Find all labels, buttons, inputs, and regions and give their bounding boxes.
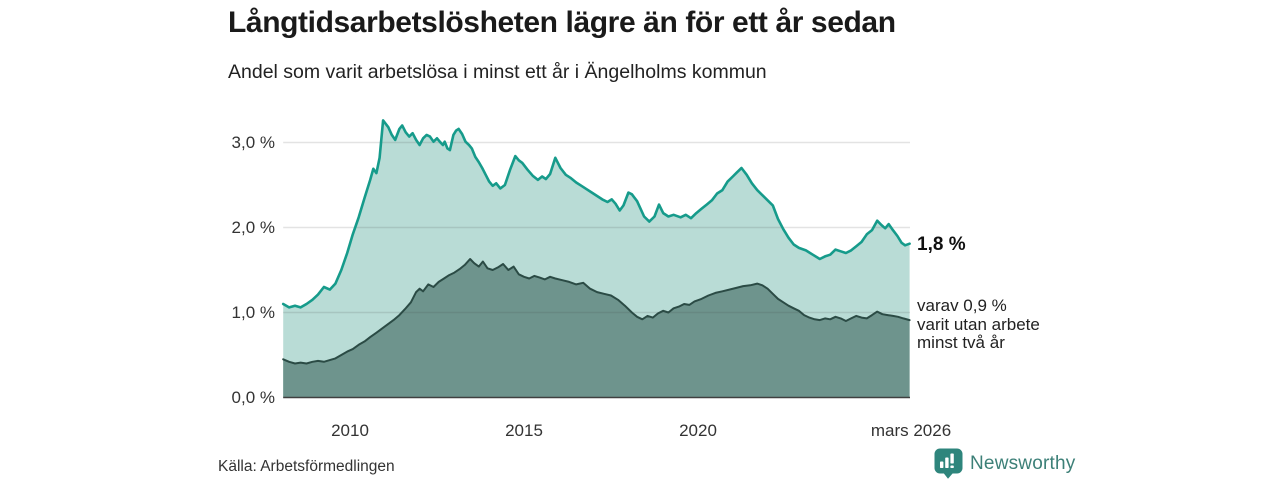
two-year-label-line-2: varit utan arbete (917, 314, 1040, 334)
page-title: Långtidsarbetslösheten lägre än för ett … (228, 6, 896, 39)
two-year-series-line (282, 258, 911, 365)
two-year-label-line-3: minst två år (917, 333, 1005, 352)
two-year-label-line-1: varav 0,9 % (917, 296, 1007, 315)
y-tick-2: 2,0 % (231, 218, 275, 237)
source-attribution: Källa: Arbetsförmedlingen (218, 458, 395, 475)
x-tick-2015: 2015 (505, 421, 543, 440)
chart-subtitle: Andel som varit arbetslösa i minst ett å… (228, 61, 767, 83)
y-tick-3: 3,0 % (231, 133, 275, 152)
newsworthy-bubble-chart-icon (934, 448, 963, 479)
newsworthy-brand: Newsworthy (934, 448, 1075, 479)
x-tick-mars-2026: mars 2026 (870, 421, 952, 440)
y-tick-1: 1,0 % (231, 303, 275, 322)
two-year-series-end-label: varav 0,9 % varit utan arbete minst två … (917, 296, 1040, 353)
x-tick-2020: 2020 (679, 421, 717, 440)
x-tick-2010: 2010 (331, 421, 369, 440)
total-series-line (281, 119, 911, 309)
newsworthy-wordmark: Newsworthy (970, 452, 1076, 474)
total-series-end-label: 1,8 % (917, 234, 966, 255)
y-tick-0: 0,0 % (231, 388, 275, 407)
two-year-series-area (283, 259, 910, 398)
